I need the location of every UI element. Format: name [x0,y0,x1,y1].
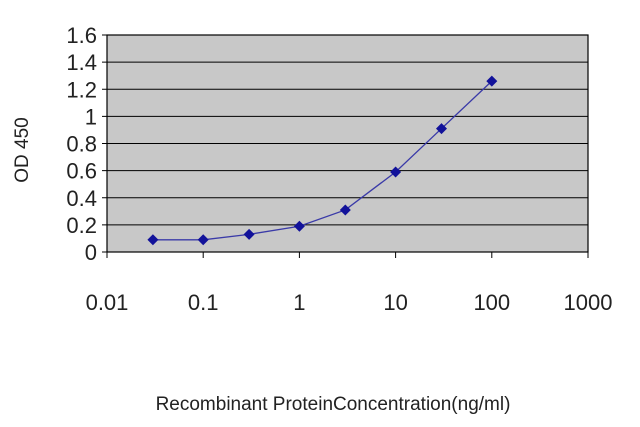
x-tick-label: 100 [473,290,510,315]
y-tick-label: 0.2 [66,213,97,238]
x-tick-label: 0.1 [188,290,219,315]
y-tick-label: 0 [85,240,97,265]
y-tick-label: 1.6 [66,23,97,48]
data-point [197,234,209,246]
y-tick-label: 0.6 [66,159,97,184]
y-tick-label: 1 [85,104,97,129]
series-line [152,80,493,241]
y-tick-label: 0.4 [66,186,97,211]
data-series [147,75,498,246]
data-point [339,204,351,216]
x-axis-title: Recombinant ProteinConcentration(ng/ml) [156,394,511,415]
data-point [390,166,402,178]
data-point [435,123,447,135]
data-point [243,228,255,240]
y-tick-label: 0.8 [66,132,97,157]
x-tick-label: 0.01 [86,290,129,315]
x-tick-label: 1 [293,290,305,315]
y-axis-title: OD 450 [12,117,33,182]
plot-area [102,34,589,258]
y-tick-label: 1.4 [66,50,97,75]
x-axis-ticks: 0.01 0.1 1 10 100 1000 [86,290,613,315]
data-point [147,234,159,246]
x-tick-label: 10 [383,290,407,315]
plot-frame [106,34,589,253]
data-point [293,220,305,232]
data-point [486,75,498,87]
x-tick-label: 1000 [564,290,613,315]
y-tick-label: 1.2 [66,77,97,102]
y-axis-ticks: 00.20.40.60.8 11.21.41.6 [66,23,97,265]
